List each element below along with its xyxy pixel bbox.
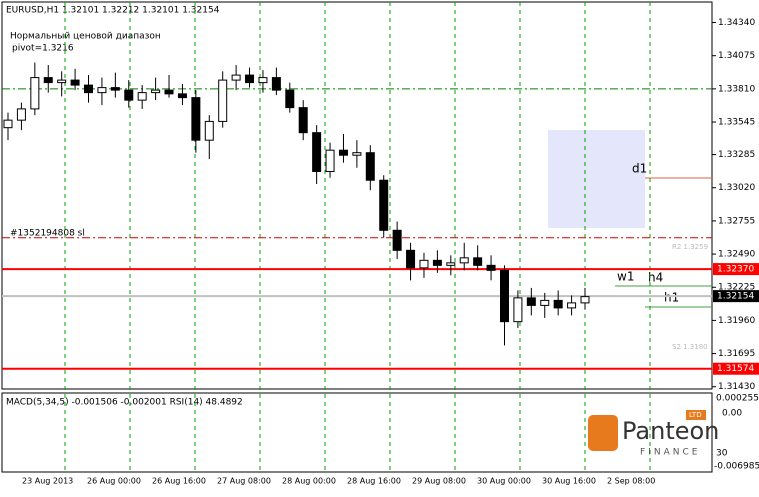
x-tick-label: 2 Sep 08:00 [607, 477, 655, 486]
candle-body [137, 92, 147, 101]
pivot-label: R2 1.3259 [672, 243, 708, 251]
pivot-label: d1 [632, 162, 647, 176]
y-tick-label: 1.33810 [718, 84, 755, 94]
pivot-label: h4 [648, 271, 663, 285]
candle-body [365, 152, 375, 181]
candle-body [486, 264, 496, 271]
candle-body [338, 149, 348, 156]
x-tick-label: 27 Aug 08:00 [217, 477, 271, 486]
pivot-label: h1 [664, 291, 679, 305]
candle-body [124, 89, 134, 101]
pivot-label: w1 [617, 270, 634, 284]
candle-body [70, 79, 80, 86]
y-tick-label: 1.31695 [718, 349, 755, 359]
price-box [713, 263, 759, 276]
candle-body [204, 120, 214, 141]
candle-body [406, 249, 416, 269]
indicator-label: 0.00 [722, 409, 742, 419]
x-tick-label: 30 Aug 00:00 [477, 477, 531, 486]
candle-body [191, 97, 201, 141]
candle-body [231, 74, 241, 81]
logo-icon [588, 415, 618, 451]
y-tick-label: 1.32490 [718, 250, 755, 260]
candle-body [499, 269, 509, 323]
y-tick-label: 1.32225 [718, 283, 755, 293]
candle-body [110, 87, 120, 91]
candle-body [446, 262, 456, 266]
x-tick-label: 26 Aug 00:00 [87, 477, 141, 486]
candle-body [392, 229, 402, 251]
candle-body [325, 149, 335, 172]
x-tick-label: 23 Aug 2013 [22, 477, 73, 486]
candle-body [352, 152, 362, 156]
chart-title: EURUSD,H1 1.32101 1.32212 1.32101 1.3215… [6, 6, 220, 16]
logo: Panteon FINANCE LTD [588, 410, 719, 458]
candle-body [285, 89, 295, 109]
logo-badge: LTD [689, 411, 702, 419]
candle-body [526, 297, 536, 306]
candle-body [540, 299, 550, 306]
pivot-label: S2 1.3180 [672, 343, 708, 351]
candle-body [419, 259, 429, 269]
y-tick-label: 1.33545 [718, 118, 755, 128]
candle-body [97, 87, 107, 94]
y-tick-label: 1.32755 [718, 216, 755, 226]
y-tick-label: 1.31430 [718, 382, 755, 392]
candle-body [57, 79, 67, 84]
candle-body [245, 74, 255, 84]
candle-body [151, 89, 161, 94]
candle-body [3, 119, 13, 129]
indicator-label: 30 [716, 449, 728, 459]
indicator-label: -0.006985 [714, 462, 759, 472]
candle-body [473, 257, 483, 266]
y-tick-label: 1.33020 [718, 183, 755, 193]
candle-body [271, 77, 281, 91]
price-box-label: 1.32154 [717, 292, 754, 302]
price-box-label: 1.31574 [717, 364, 754, 374]
price-box-label: 1.32370 [717, 265, 754, 275]
x-tick-label: 28 Aug 16:00 [347, 477, 401, 486]
y-tick-label: 1.33285 [718, 150, 755, 160]
logo-sub: FINANCE [640, 448, 700, 458]
main-panel [1, 1, 713, 390]
logo-name: Panteon [622, 417, 719, 445]
x-tick-label: 26 Aug 16:00 [152, 477, 206, 486]
candle-body [177, 93, 187, 99]
indicator-label: 0.000255 [716, 394, 759, 404]
candle-body [84, 84, 94, 94]
y-tick-label: 1.34340 [718, 18, 755, 28]
candle-body [164, 89, 174, 95]
candle-body [379, 179, 389, 231]
x-tick-label: 29 Aug 08:00 [412, 477, 466, 486]
price-box [713, 290, 759, 303]
candle-body [459, 257, 469, 264]
candle-body [580, 296, 590, 304]
candle-body [30, 77, 40, 110]
candle-body [298, 107, 308, 134]
logo-badge-bg [686, 410, 706, 420]
candle-body [567, 302, 577, 309]
price-box [713, 362, 759, 375]
candle-body [218, 79, 228, 122]
level-label: #1352194808 sl [10, 228, 85, 238]
subtitle: Нормальный ценовой диапазон [10, 32, 161, 42]
candle-body [432, 259, 442, 266]
y-tick-label: 1.34075 [718, 51, 755, 61]
pivot-note: pivot=1.3216 [12, 44, 74, 54]
candle-body [43, 77, 53, 84]
x-tick-label: 30 Aug 16:00 [542, 477, 596, 486]
candle-body [553, 299, 563, 309]
x-tick-label: 28 Aug 00:00 [282, 477, 336, 486]
candle-body [312, 132, 322, 172]
candle-body [16, 108, 26, 121]
y-tick-label: 1.31960 [718, 316, 755, 326]
indicator-title: MACD(5,34,5) -0.001506 -0.002001 RSI(14)… [6, 398, 243, 408]
candle-body [513, 297, 523, 323]
indicator-panel [1, 392, 713, 473]
pivot-zone [548, 130, 645, 228]
candle-body [258, 77, 268, 84]
